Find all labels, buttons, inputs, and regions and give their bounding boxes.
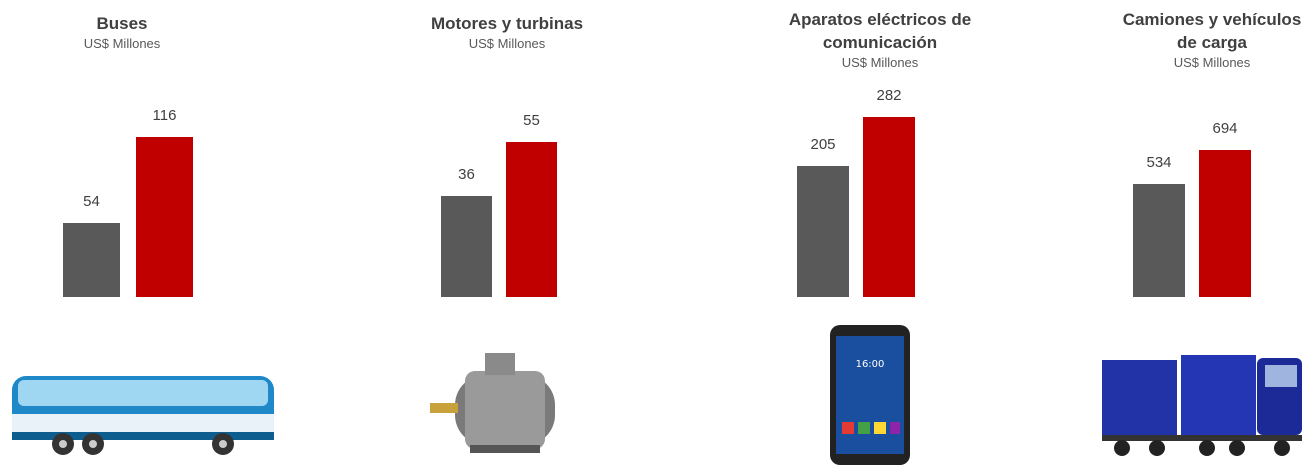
svg-text:16:00: 16:00 — [856, 359, 885, 370]
value-label: 54 — [53, 193, 130, 210]
chart-title: Camiones y vehículos de carga — [1112, 8, 1310, 54]
chart-title: Motores y turbinas — [407, 12, 607, 35]
value-label: 282 — [853, 87, 925, 104]
bar — [797, 166, 849, 297]
value-label: 116 — [126, 107, 203, 124]
value-label: 205 — [787, 136, 859, 153]
chart-subtitle: US$ Millones — [1112, 54, 1310, 71]
chart-title: Buses — [22, 12, 222, 35]
value-label: 534 — [1123, 154, 1195, 171]
bar — [506, 142, 557, 297]
chart-subtitle: US$ Millones — [407, 35, 607, 52]
bar — [1199, 150, 1251, 297]
bar — [63, 223, 120, 297]
motor-image — [425, 345, 575, 460]
bus-image — [8, 370, 278, 460]
phone-image: 16:00 — [822, 322, 917, 467]
bar — [441, 196, 492, 297]
bar — [136, 137, 193, 297]
chart-subtitle: US$ Millones — [22, 35, 222, 52]
value-label: 55 — [496, 112, 567, 129]
truck-image — [1097, 340, 1307, 465]
value-label: 694 — [1189, 120, 1261, 137]
page: BusesUS$ Millones54116Motores y turbinas… — [0, 0, 1310, 472]
value-label: 36 — [431, 166, 502, 183]
chart-subtitle: US$ Millones — [773, 54, 988, 71]
bar — [863, 117, 915, 297]
chart-title: Aparatos eléctricos de comunicación — [773, 8, 988, 54]
bar — [1133, 184, 1185, 297]
